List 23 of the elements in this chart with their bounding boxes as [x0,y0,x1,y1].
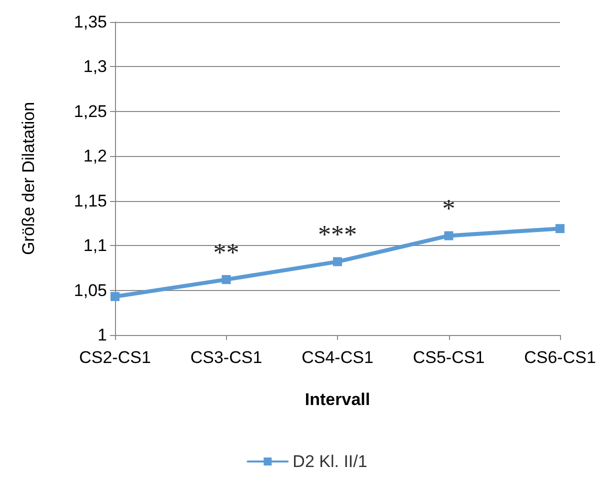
point [333,257,342,266]
x-tick-label: CS2-CS1 [79,348,151,367]
point [222,275,231,284]
x-tick-label: CS5-CS1 [412,348,485,367]
y-tick-label: 1,25 [74,102,107,121]
annotation: *** [318,220,357,250]
x-tick-label: CS4-CS1 [302,348,374,367]
point [444,231,454,240]
legend-label: D2 Kl. II/1 [292,452,368,471]
y-tick-label: 1,2 [83,146,107,166]
x-tick-label: CS6-CS1 [524,348,596,367]
y-tick-label: 1,1 [83,236,107,256]
annotation: * [442,194,456,224]
y-tick-label: 1 [98,326,107,344]
x-axis-title: Intervall [304,390,370,409]
y-tick-label: 1,3 [83,57,107,76]
annotation: ** [213,238,240,268]
x-tick-label: CS3-CS1 [190,348,262,367]
y-axis-title: Größe der Dilatation [19,102,38,256]
y-tick-label: 1,15 [74,191,107,210]
y-tick-label: 1,05 [74,280,107,300]
point [556,224,564,234]
y-tick-label: 1,35 [74,12,107,32]
